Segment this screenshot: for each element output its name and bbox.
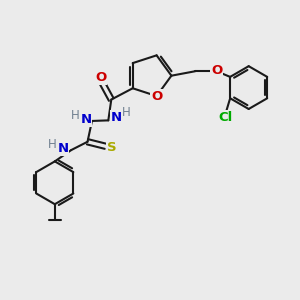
Text: N: N (57, 142, 68, 155)
Text: O: O (151, 89, 162, 103)
Text: H: H (48, 138, 57, 151)
Text: N: N (80, 113, 92, 126)
Text: N: N (111, 111, 122, 124)
Text: H: H (122, 106, 130, 119)
Text: H: H (71, 109, 80, 122)
Text: S: S (107, 141, 117, 154)
Text: O: O (95, 71, 106, 84)
Text: O: O (211, 64, 222, 77)
Text: Cl: Cl (219, 111, 233, 124)
